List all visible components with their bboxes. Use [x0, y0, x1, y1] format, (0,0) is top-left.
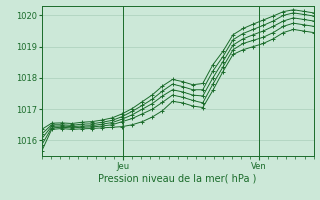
- X-axis label: Pression niveau de la mer( hPa ): Pression niveau de la mer( hPa ): [99, 173, 257, 183]
